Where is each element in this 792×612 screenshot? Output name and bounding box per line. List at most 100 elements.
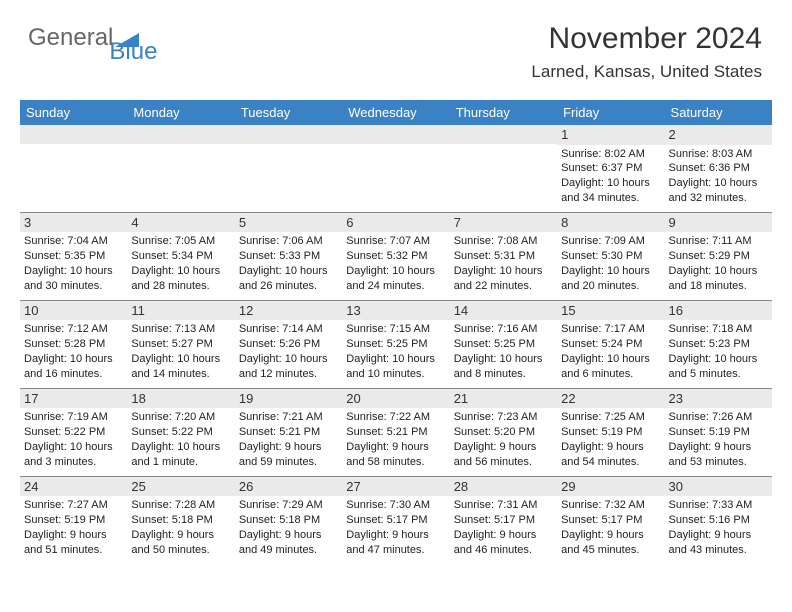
daylight-text: Daylight: 9 hours and 49 minutes. bbox=[239, 528, 338, 558]
day-cell: 10Sunrise: 7:12 AMSunset: 5:28 PMDayligh… bbox=[20, 301, 127, 388]
sunset-text: Sunset: 5:19 PM bbox=[24, 513, 123, 528]
day-cell: 17Sunrise: 7:19 AMSunset: 5:22 PMDayligh… bbox=[20, 389, 127, 476]
daylight-text: Daylight: 9 hours and 50 minutes. bbox=[131, 528, 230, 558]
sunset-text: Sunset: 5:29 PM bbox=[669, 249, 768, 264]
day-cell: 27Sunrise: 7:30 AMSunset: 5:17 PMDayligh… bbox=[342, 477, 449, 564]
day-number: 19 bbox=[235, 389, 342, 409]
day-cell: 25Sunrise: 7:28 AMSunset: 5:18 PMDayligh… bbox=[127, 477, 234, 564]
calendar-week: 3Sunrise: 7:04 AMSunset: 5:35 PMDaylight… bbox=[20, 212, 772, 300]
calendar-header-row: SundayMondayTuesdayWednesdayThursdayFrid… bbox=[20, 100, 772, 125]
sunrise-text: Sunrise: 7:31 AM bbox=[454, 498, 553, 513]
daylight-text: Daylight: 10 hours and 10 minutes. bbox=[346, 352, 445, 382]
sunrise-text: Sunrise: 7:22 AM bbox=[346, 410, 445, 425]
day-number: 17 bbox=[20, 389, 127, 409]
day-cell: 9Sunrise: 7:11 AMSunset: 5:29 PMDaylight… bbox=[665, 213, 772, 300]
day-number: 9 bbox=[665, 213, 772, 233]
day-cell: 14Sunrise: 7:16 AMSunset: 5:25 PMDayligh… bbox=[450, 301, 557, 388]
sunrise-text: Sunrise: 7:08 AM bbox=[454, 234, 553, 249]
sunset-text: Sunset: 5:25 PM bbox=[454, 337, 553, 352]
daylight-text: Daylight: 10 hours and 24 minutes. bbox=[346, 264, 445, 294]
day-cell: 2Sunrise: 8:03 AMSunset: 6:36 PMDaylight… bbox=[665, 125, 772, 212]
sunrise-text: Sunrise: 8:03 AM bbox=[669, 147, 768, 162]
sunset-text: Sunset: 5:20 PM bbox=[454, 425, 553, 440]
sunrise-text: Sunrise: 7:33 AM bbox=[669, 498, 768, 513]
day-number: 20 bbox=[342, 389, 449, 409]
day-header: Monday bbox=[127, 100, 234, 125]
day-cell: 6Sunrise: 7:07 AMSunset: 5:32 PMDaylight… bbox=[342, 213, 449, 300]
sunset-text: Sunset: 5:21 PM bbox=[346, 425, 445, 440]
sunset-text: Sunset: 5:23 PM bbox=[669, 337, 768, 352]
logo-text-1: General bbox=[28, 24, 113, 52]
sunrise-text: Sunrise: 7:16 AM bbox=[454, 322, 553, 337]
calendar-week: 10Sunrise: 7:12 AMSunset: 5:28 PMDayligh… bbox=[20, 300, 772, 388]
calendar: SundayMondayTuesdayWednesdayThursdayFrid… bbox=[20, 100, 772, 564]
day-number: 25 bbox=[127, 477, 234, 497]
sunset-text: Sunset: 5:34 PM bbox=[131, 249, 230, 264]
sunset-text: Sunset: 5:24 PM bbox=[561, 337, 660, 352]
calendar-week: 24Sunrise: 7:27 AMSunset: 5:19 PMDayligh… bbox=[20, 476, 772, 564]
sunrise-text: Sunrise: 7:20 AM bbox=[131, 410, 230, 425]
day-number: 11 bbox=[127, 301, 234, 321]
empty-day bbox=[450, 125, 557, 144]
sunset-text: Sunset: 5:22 PM bbox=[24, 425, 123, 440]
sunrise-text: Sunrise: 7:30 AM bbox=[346, 498, 445, 513]
day-number: 30 bbox=[665, 477, 772, 497]
day-number: 21 bbox=[450, 389, 557, 409]
sunset-text: Sunset: 5:17 PM bbox=[454, 513, 553, 528]
day-number: 2 bbox=[665, 125, 772, 145]
day-number: 15 bbox=[557, 301, 664, 321]
day-cell: 26Sunrise: 7:29 AMSunset: 5:18 PMDayligh… bbox=[235, 477, 342, 564]
day-number: 26 bbox=[235, 477, 342, 497]
sunset-text: Sunset: 5:31 PM bbox=[454, 249, 553, 264]
sunrise-text: Sunrise: 7:17 AM bbox=[561, 322, 660, 337]
sunset-text: Sunset: 5:28 PM bbox=[24, 337, 123, 352]
daylight-text: Daylight: 9 hours and 58 minutes. bbox=[346, 440, 445, 470]
logo: General Blue bbox=[28, 24, 187, 52]
day-cell: 23Sunrise: 7:26 AMSunset: 5:19 PMDayligh… bbox=[665, 389, 772, 476]
sunset-text: Sunset: 5:27 PM bbox=[131, 337, 230, 352]
sunset-text: Sunset: 5:19 PM bbox=[561, 425, 660, 440]
sunrise-text: Sunrise: 7:21 AM bbox=[239, 410, 338, 425]
day-number: 4 bbox=[127, 213, 234, 233]
day-cell: 22Sunrise: 7:25 AMSunset: 5:19 PMDayligh… bbox=[557, 389, 664, 476]
sunset-text: Sunset: 5:19 PM bbox=[669, 425, 768, 440]
sunrise-text: Sunrise: 7:04 AM bbox=[24, 234, 123, 249]
day-cell: 1Sunrise: 8:02 AMSunset: 6:37 PMDaylight… bbox=[557, 125, 664, 212]
daylight-text: Daylight: 9 hours and 56 minutes. bbox=[454, 440, 553, 470]
day-cell: 12Sunrise: 7:14 AMSunset: 5:26 PMDayligh… bbox=[235, 301, 342, 388]
logo-text-2: Blue bbox=[109, 38, 157, 66]
sunset-text: Sunset: 5:18 PM bbox=[131, 513, 230, 528]
sunrise-text: Sunrise: 7:29 AM bbox=[239, 498, 338, 513]
day-number: 27 bbox=[342, 477, 449, 497]
day-cell: 28Sunrise: 7:31 AMSunset: 5:17 PMDayligh… bbox=[450, 477, 557, 564]
sunset-text: Sunset: 5:30 PM bbox=[561, 249, 660, 264]
daylight-text: Daylight: 10 hours and 34 minutes. bbox=[561, 176, 660, 206]
sunrise-text: Sunrise: 8:02 AM bbox=[561, 147, 660, 162]
sunrise-text: Sunrise: 7:28 AM bbox=[131, 498, 230, 513]
day-cell: 21Sunrise: 7:23 AMSunset: 5:20 PMDayligh… bbox=[450, 389, 557, 476]
sunrise-text: Sunrise: 7:12 AM bbox=[24, 322, 123, 337]
daylight-text: Daylight: 10 hours and 22 minutes. bbox=[454, 264, 553, 294]
sunset-text: Sunset: 5:25 PM bbox=[346, 337, 445, 352]
daylight-text: Daylight: 9 hours and 43 minutes. bbox=[669, 528, 768, 558]
empty-day bbox=[342, 125, 449, 144]
day-number: 23 bbox=[665, 389, 772, 409]
empty-day bbox=[127, 125, 234, 144]
daylight-text: Daylight: 10 hours and 1 minute. bbox=[131, 440, 230, 470]
sunset-text: Sunset: 6:36 PM bbox=[669, 161, 768, 176]
sunrise-text: Sunrise: 7:19 AM bbox=[24, 410, 123, 425]
daylight-text: Daylight: 9 hours and 47 minutes. bbox=[346, 528, 445, 558]
sunrise-text: Sunrise: 7:05 AM bbox=[131, 234, 230, 249]
calendar-week: 17Sunrise: 7:19 AMSunset: 5:22 PMDayligh… bbox=[20, 388, 772, 476]
sunrise-text: Sunrise: 7:23 AM bbox=[454, 410, 553, 425]
daylight-text: Daylight: 10 hours and 14 minutes. bbox=[131, 352, 230, 382]
day-cell: 19Sunrise: 7:21 AMSunset: 5:21 PMDayligh… bbox=[235, 389, 342, 476]
sunset-text: Sunset: 5:22 PM bbox=[131, 425, 230, 440]
sunrise-text: Sunrise: 7:26 AM bbox=[669, 410, 768, 425]
daylight-text: Daylight: 10 hours and 12 minutes. bbox=[239, 352, 338, 382]
calendar-week: 1Sunrise: 8:02 AMSunset: 6:37 PMDaylight… bbox=[20, 125, 772, 212]
daylight-text: Daylight: 9 hours and 54 minutes. bbox=[561, 440, 660, 470]
day-number: 13 bbox=[342, 301, 449, 321]
day-cell: 5Sunrise: 7:06 AMSunset: 5:33 PMDaylight… bbox=[235, 213, 342, 300]
daylight-text: Daylight: 10 hours and 18 minutes. bbox=[669, 264, 768, 294]
